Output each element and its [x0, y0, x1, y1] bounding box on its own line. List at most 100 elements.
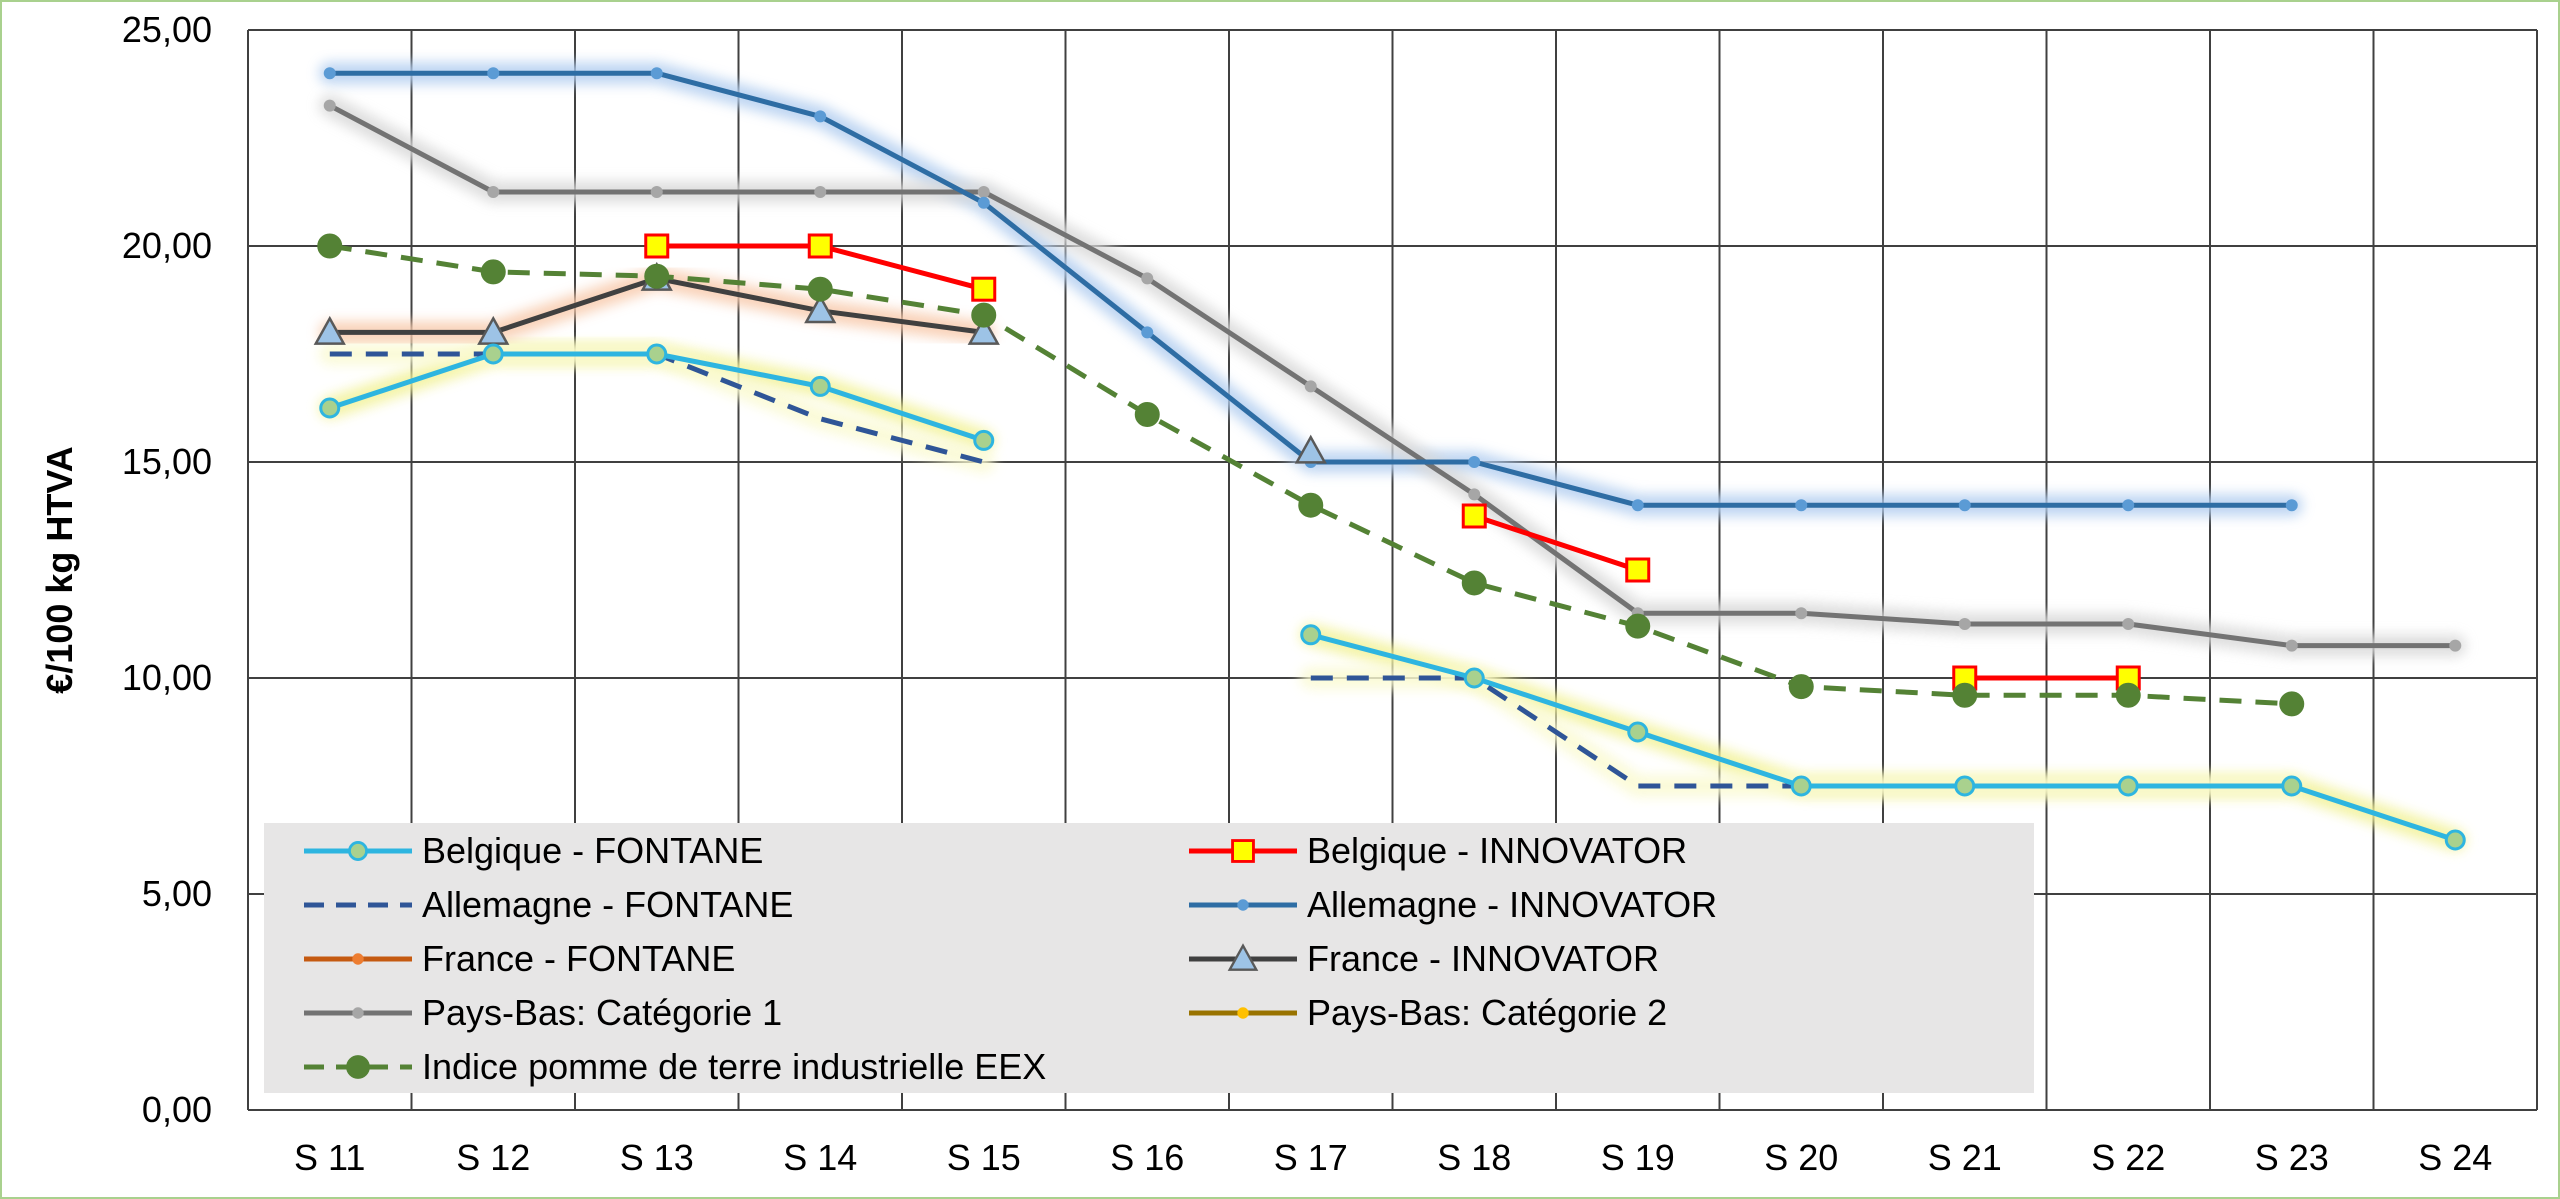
- data-point: [352, 1007, 364, 1019]
- data-point: [1795, 499, 1808, 512]
- data-point: [1958, 618, 1971, 630]
- data-point: [804, 294, 837, 324]
- legend-item: Pays-Bas: Catégorie 1: [304, 992, 782, 1033]
- data-point: [1461, 503, 1487, 529]
- data-point: [1627, 721, 1649, 743]
- data-point: [482, 343, 504, 365]
- data-point: [2279, 691, 2305, 717]
- x-tick-label: S 13: [620, 1137, 694, 1178]
- x-tick-label: S 20: [1764, 1137, 1838, 1178]
- data-point: [317, 233, 343, 259]
- legend-item: Allemagne - FONTANE: [304, 884, 793, 925]
- legend-item: Pays-Bas: Catégorie 2: [1189, 992, 1667, 1033]
- data-point: [977, 186, 990, 198]
- data-point: [1141, 272, 1154, 285]
- data-point: [971, 302, 997, 328]
- x-tick-label: S 17: [1274, 1137, 1348, 1178]
- x-tick-label: S 23: [2255, 1137, 2329, 1178]
- legend-item: Allemagne - INNOVATOR: [1189, 884, 1717, 925]
- data-point: [1958, 499, 1971, 512]
- data-point: [1952, 682, 1978, 708]
- data-point: [348, 841, 368, 861]
- data-point: [1625, 557, 1651, 583]
- y-tick-label: 5,00: [142, 873, 212, 914]
- data-point: [1231, 839, 1255, 863]
- axes: 0,00 5,00 10,00 15,00 20,00 25,00 S 11 S 12 S 13…: [122, 9, 2537, 1178]
- data-point: [644, 263, 670, 289]
- legend-box: [264, 823, 2034, 1093]
- data-point: [1294, 434, 1327, 464]
- x-tick-label: S 15: [947, 1137, 1021, 1178]
- y-tick-label: 15,00: [122, 441, 212, 482]
- legend-item: France - INNOVATOR: [1189, 938, 1659, 979]
- data-point: [352, 953, 364, 965]
- data-point: [1304, 380, 1317, 393]
- data-point: [1461, 570, 1487, 596]
- data-point: [319, 397, 341, 419]
- x-tick-label: S 21: [1928, 1137, 2002, 1178]
- data-point: [2281, 775, 2303, 797]
- x-tick-label: S 19: [1601, 1137, 1675, 1178]
- legend-item: Indice pomme de terre industrielle EEX: [304, 1046, 1046, 1087]
- legend-item: Belgique - FONTANE: [304, 830, 763, 871]
- data-point: [2117, 775, 2139, 797]
- legend-label: Belgique - FONTANE: [422, 830, 763, 871]
- data-point: [650, 67, 663, 80]
- legend-label: France - FONTANE: [422, 938, 735, 979]
- data-point: [1788, 674, 1814, 700]
- data-point: [1631, 499, 1644, 512]
- data-point: [814, 110, 827, 123]
- data-point: [2285, 639, 2298, 652]
- series-line: [328, 103, 2456, 649]
- data-point: [2444, 829, 2466, 851]
- data-point: [1790, 775, 1812, 797]
- legend-label: Pays-Bas: Catégorie 2: [1307, 992, 1667, 1033]
- data-point: [814, 186, 827, 198]
- data-point: [346, 1055, 370, 1079]
- series-belgique-innovator: [644, 233, 2141, 691]
- data-point: [1300, 624, 1322, 646]
- y-tick-label: 0,00: [142, 1089, 212, 1130]
- series-pays-bas-cat-gorie-1: [323, 99, 2462, 652]
- x-tick-label: S 16: [1110, 1137, 1184, 1178]
- data-point: [480, 259, 506, 285]
- x-tick-label: S 14: [783, 1137, 857, 1178]
- data-point: [1468, 456, 1481, 468]
- data-point: [2122, 618, 2135, 630]
- series-belgique-fontane: [319, 343, 2466, 851]
- series-line: [1473, 513, 1639, 573]
- data-point: [487, 67, 500, 80]
- series-layer: [313, 62, 2467, 851]
- x-tick-label: S 11: [294, 1137, 365, 1178]
- y-tick-label: 20,00: [122, 225, 212, 266]
- data-point: [1954, 775, 1976, 797]
- data-point: [1134, 401, 1160, 427]
- legend-label: Allemagne - FONTANE: [422, 884, 793, 925]
- data-point: [1625, 613, 1651, 639]
- legend-item: Belgique - INNOVATOR: [1189, 830, 1687, 871]
- data-point: [1468, 488, 1481, 501]
- x-tick-label: S 12: [456, 1137, 530, 1178]
- data-point: [967, 315, 1000, 345]
- legend-label: Belgique - INNOVATOR: [1307, 830, 1687, 871]
- legend-label: France - INNOVATOR: [1307, 938, 1659, 979]
- data-point: [644, 233, 670, 259]
- data-point: [1227, 943, 1259, 971]
- y-axis-title: €/100 kg HTVA: [39, 446, 80, 693]
- data-point: [1463, 667, 1485, 689]
- data-point: [2115, 682, 2141, 708]
- data-point: [807, 233, 833, 259]
- data-point: [323, 67, 336, 80]
- data-point: [650, 186, 663, 198]
- data-point: [977, 196, 990, 209]
- data-point: [1237, 899, 1249, 911]
- data-point: [1237, 1007, 1249, 1019]
- data-point: [487, 186, 500, 198]
- data-point: [1298, 492, 1324, 518]
- series-indice-pomme-de-terre-industrielle-eex: [317, 233, 2305, 717]
- y-tick-label: 25,00: [122, 9, 212, 50]
- data-point: [313, 315, 346, 345]
- data-point: [323, 99, 336, 112]
